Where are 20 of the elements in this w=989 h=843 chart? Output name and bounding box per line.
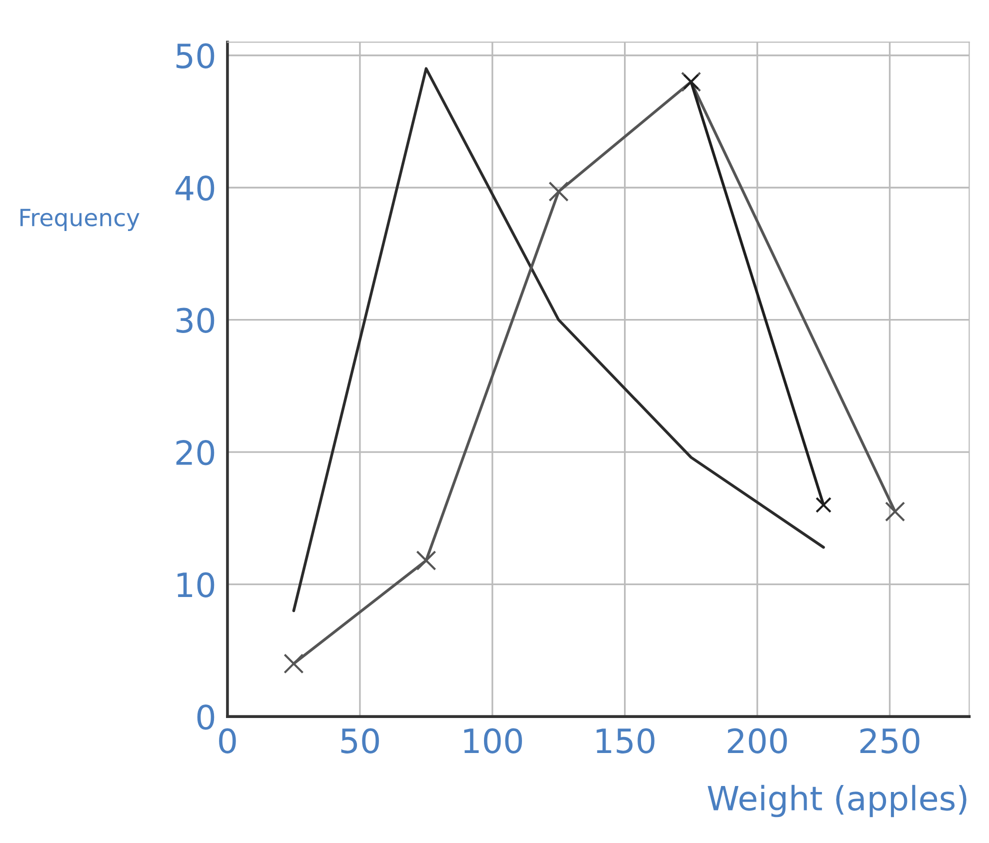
point <box>548 182 569 202</box>
x-tick-label: 150 <box>596 728 654 754</box>
y-tick-label: 30 <box>176 308 214 333</box>
y-tick-label: 10 <box>178 572 214 598</box>
x-tick-label: 250 <box>860 728 920 754</box>
x-tick-label: 200 <box>728 728 787 754</box>
point <box>416 550 436 571</box>
x-tick-label: 100 <box>464 728 522 754</box>
line-series <box>292 67 825 612</box>
x-axis-title: Weight (apples) <box>708 784 966 818</box>
y-axis-title: Frequency <box>20 208 140 231</box>
y-tick-label: 50 <box>176 43 214 69</box>
x-tick-label: 0 <box>219 728 236 754</box>
point <box>284 654 304 674</box>
y-tick-label: 40 <box>176 176 214 201</box>
point <box>884 502 906 522</box>
x-tick-label: 50 <box>341 728 379 754</box>
y-tick-label: 0 <box>197 704 214 730</box>
point <box>816 496 832 513</box>
y-tick-label: 20 <box>176 440 214 466</box>
